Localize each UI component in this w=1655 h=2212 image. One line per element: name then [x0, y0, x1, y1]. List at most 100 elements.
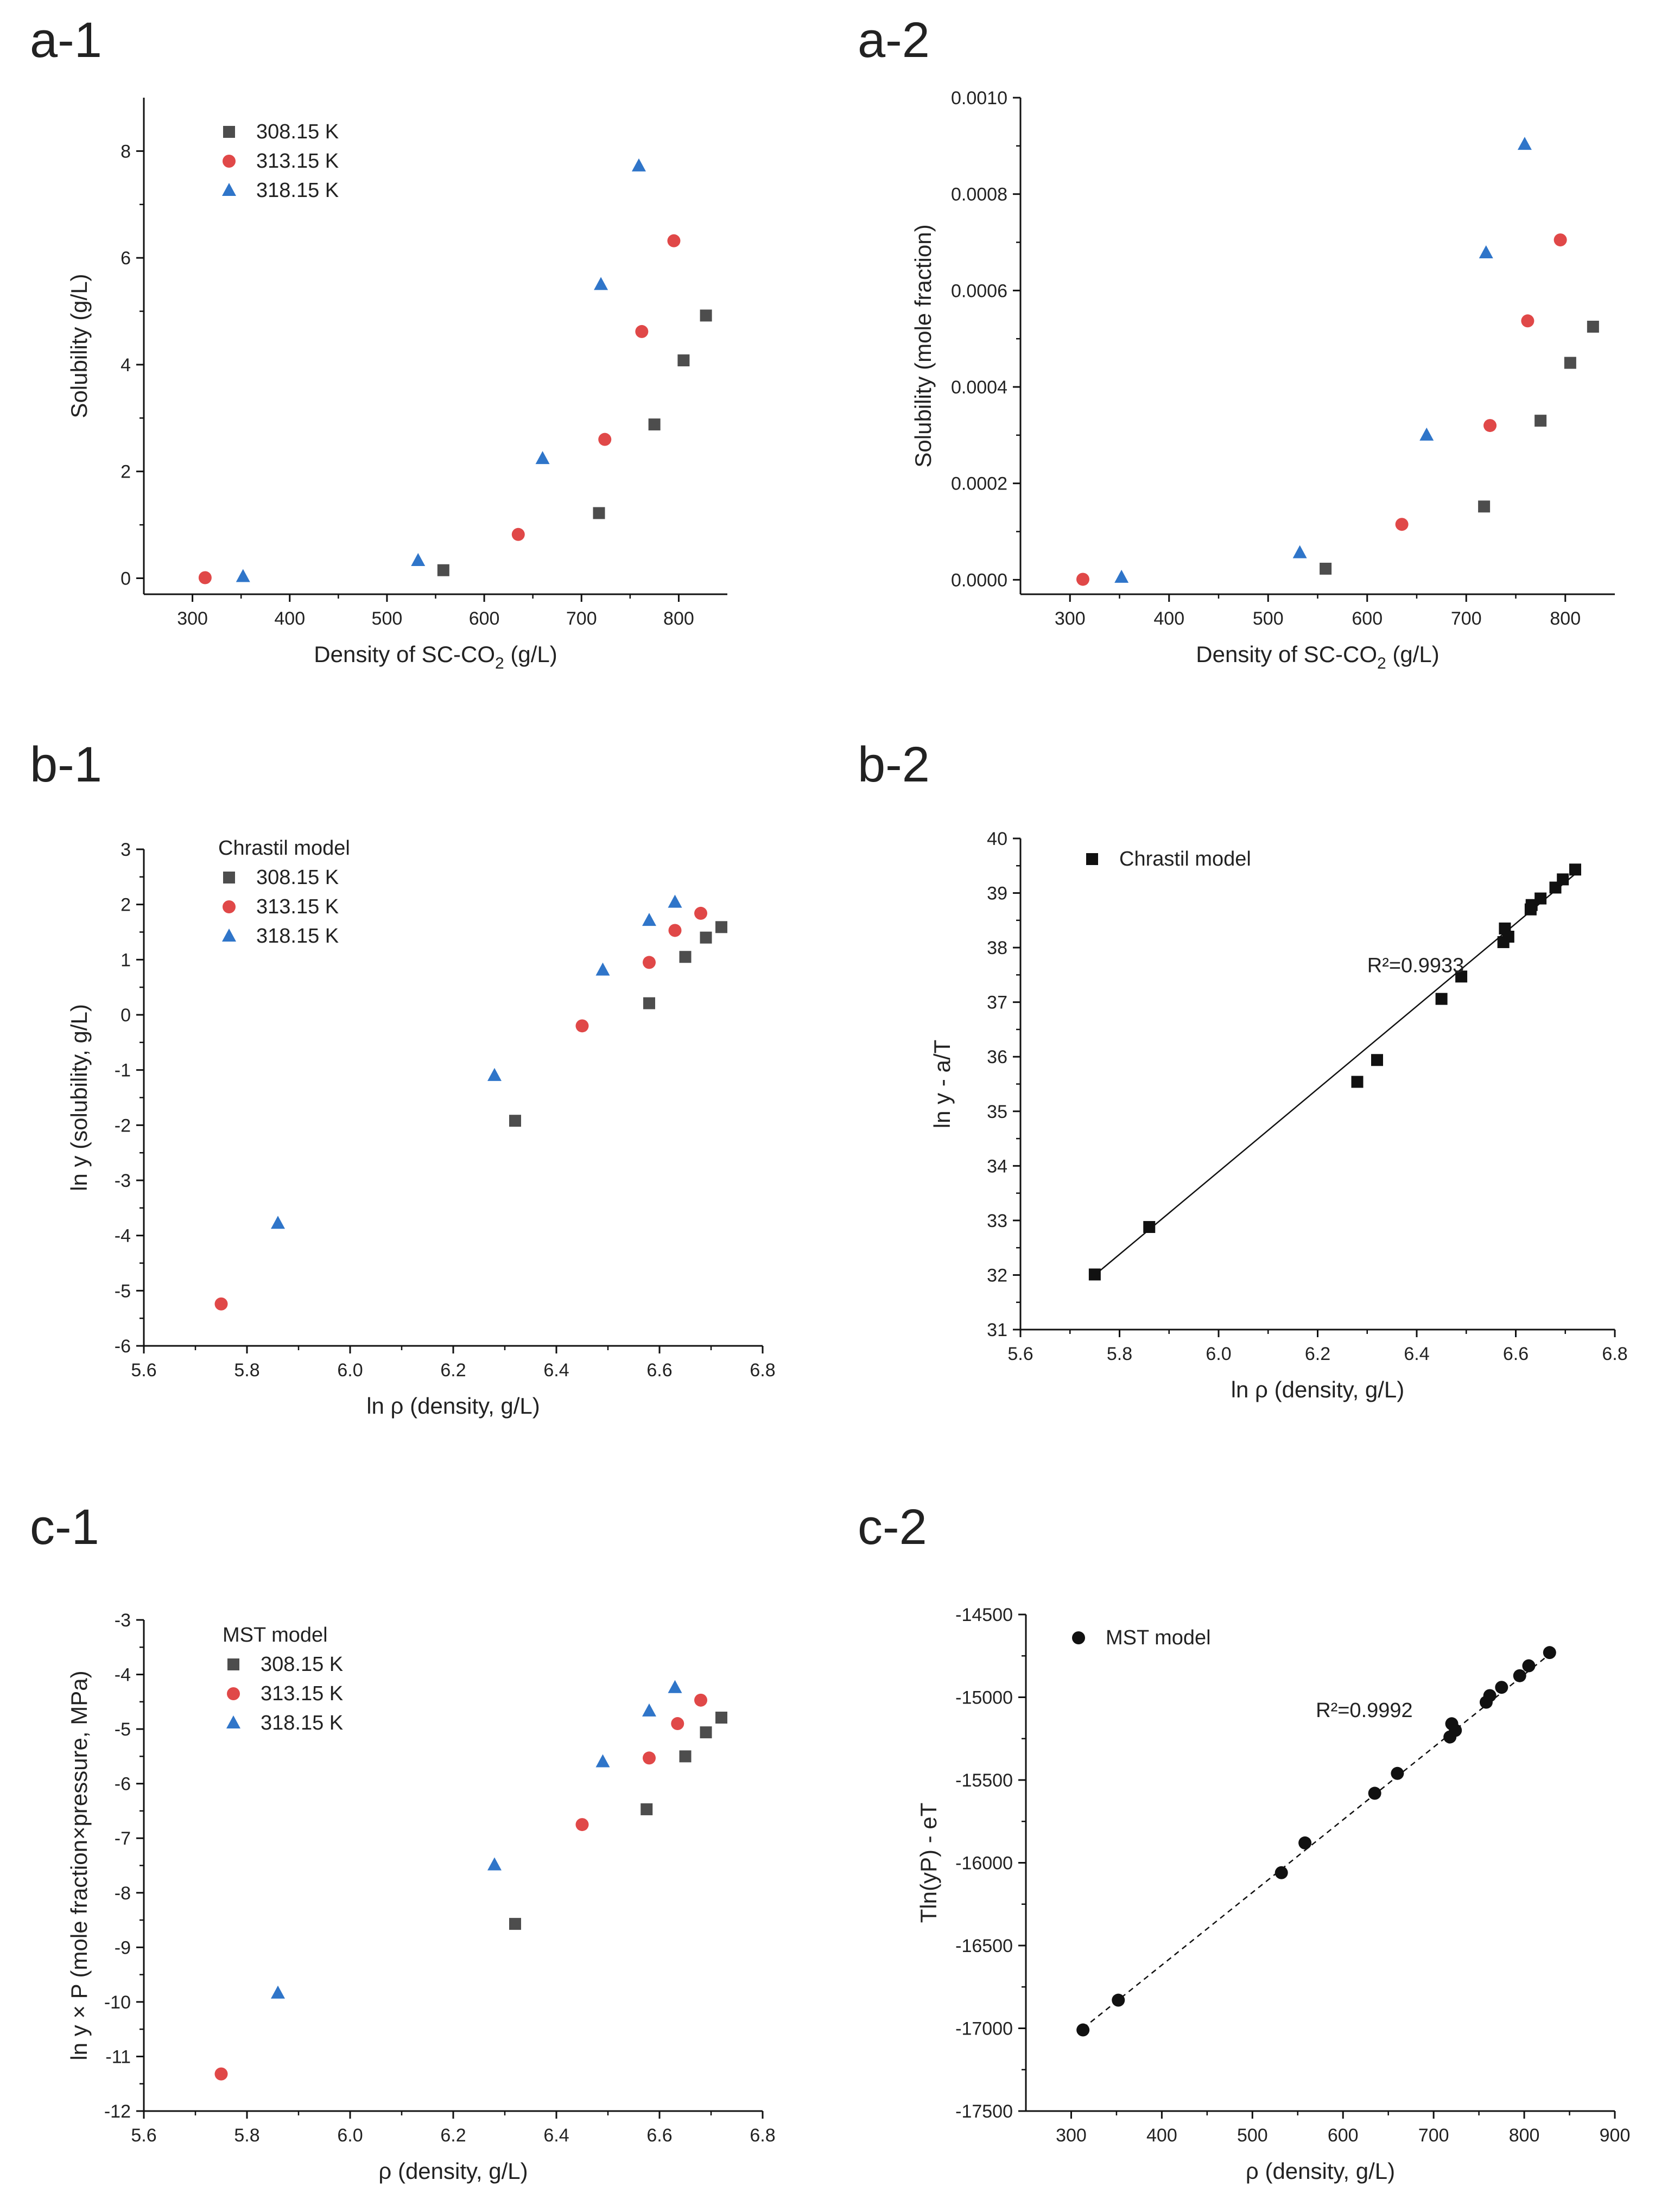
series-313-15-k [214, 1693, 707, 2081]
data-point [1502, 931, 1514, 943]
x-tick-label: 300 [1055, 608, 1086, 629]
x-tick-label: 5.8 [234, 1360, 259, 1381]
x-tick-label: 6.2 [440, 2125, 466, 2146]
y-tick-label: -9 [115, 1937, 131, 1958]
legend-marker [226, 1715, 240, 1728]
y-tick-label: -8 [115, 1883, 131, 1904]
x-tick-label: 6.8 [1602, 1344, 1627, 1364]
data-point [411, 553, 426, 567]
data-point [643, 956, 656, 969]
y-tick-label: 8 [121, 141, 131, 162]
x-tick-label: 6.2 [440, 1360, 466, 1381]
y-axis-title: Solubility (g/L) [66, 274, 92, 418]
series-308-15-k [509, 1711, 727, 1930]
data-point [1143, 1221, 1156, 1233]
y-tick-label: 40 [987, 829, 1007, 849]
chart-c2: c-2 300 400 500 600 700 800 900 -17500 -17000 -165… [858, 1499, 1630, 2184]
y-tick-label: -16500 [955, 1936, 1013, 1956]
data-point [198, 571, 212, 584]
legend-label: 308.15 K [256, 866, 339, 889]
legend-label: 308.15 K [256, 120, 339, 143]
y-tick-label: -10 [104, 1992, 131, 2013]
data-point [1569, 863, 1581, 876]
x-axis-title: ln ρ (density, g/L) [1231, 1377, 1405, 1402]
data-point [1088, 1268, 1101, 1281]
y-tick-label: 35 [987, 1102, 1007, 1122]
data-point [700, 931, 712, 944]
series-chrastil-model [1088, 863, 1581, 1281]
data-point [1391, 1766, 1404, 1780]
y-axis-title: ln y × P (mole fraction×pressure, MPa) [66, 1670, 92, 2060]
y-tick-label: -4 [115, 1665, 131, 1686]
y-tick-label: 38 [987, 938, 1007, 958]
chart-a1: a-1 300 400 500 600 700 800 0 2 4 6 8 Density of SC-… [30, 12, 727, 672]
data-point [595, 1754, 610, 1768]
y-tick-label: -14500 [955, 1605, 1013, 1625]
x-tick-label: 6.0 [337, 2125, 363, 2146]
legend: MST model 308.15 K 313.15 K 318.15 K [223, 1624, 343, 1734]
data-point [511, 527, 525, 541]
data-point [700, 309, 712, 322]
legend-label: 313.15 K [256, 150, 339, 173]
fit-line [1082, 1654, 1550, 2029]
y-tick-label: -11 [105, 2046, 131, 2067]
data-point [214, 1297, 228, 1311]
fit-line [1094, 873, 1576, 1276]
data-point [437, 564, 449, 576]
y-tick-label: 31 [987, 1320, 1007, 1340]
data-point [648, 418, 661, 431]
r-squared-annotation: R²=0.9992 [1316, 1699, 1413, 1722]
y-tick-label: -5 [115, 1281, 131, 1301]
series-313-15-k [1076, 233, 1567, 586]
x-axis-title: ln ρ (density, g/L) [366, 1393, 540, 1419]
y-tick-label: 4 [121, 355, 131, 376]
y-tick-label: 0 [121, 1005, 131, 1026]
y-tick-label: -5 [115, 1719, 131, 1740]
x-tick-label: 900 [1600, 2125, 1631, 2146]
data-point [1543, 1646, 1556, 1660]
x-tick-label: 800 [1509, 2125, 1540, 2146]
data-point [1351, 1076, 1364, 1088]
data-point [679, 1750, 692, 1763]
x-tick-label: 500 [372, 608, 403, 629]
chart-b2: b-2 5.6 5.8 6.0 6.2 6.4 6.6 6.8 31 32 33 34 35 36 37 38… [858, 737, 1628, 1402]
panel-label: a-1 [30, 12, 102, 68]
x-tick-label: 5.6 [131, 2125, 156, 2146]
legend-label: MST model [1106, 1626, 1211, 1649]
x-tick-label: 600 [1328, 2125, 1359, 2146]
data-point [1587, 320, 1599, 333]
x-tick-label: 5.6 [131, 1360, 156, 1381]
data-point [642, 913, 656, 926]
series-318-15-k [236, 158, 646, 582]
x-tick-label: 5.6 [1007, 1344, 1033, 1364]
y-tick-label: 0.0000 [951, 570, 1007, 590]
data-point [641, 1803, 653, 1815]
x-tick-label: 400 [1153, 608, 1184, 629]
data-point [1292, 545, 1307, 558]
y-tick-label: -1 [115, 1060, 131, 1081]
legend-marker [1072, 1631, 1085, 1644]
data-point [668, 924, 682, 937]
y-tick-label: 0.0002 [951, 474, 1007, 494]
data-point [1435, 993, 1448, 1005]
panel-label: b-2 [858, 737, 930, 792]
panel-label: b-1 [30, 737, 102, 792]
data-point [668, 894, 682, 908]
data-point [509, 1115, 521, 1127]
data-point [1521, 314, 1534, 328]
y-tick-label: -12 [104, 2101, 131, 2122]
legend-title: Chrastil model [218, 837, 350, 860]
data-point [635, 325, 649, 338]
y-tick-label: 0.0006 [951, 281, 1007, 301]
data-point [575, 1818, 589, 1832]
data-point [694, 1693, 707, 1707]
y-axis-title: Solubility (mole fraction) [910, 224, 936, 467]
data-point [575, 1019, 589, 1033]
x-tick-label: 6.0 [337, 1360, 363, 1381]
x-tick-label: 6.4 [1404, 1344, 1429, 1364]
y-tick-label: 0 [121, 568, 131, 589]
panel-label: a-2 [858, 12, 930, 68]
x-tick-label: 600 [1352, 608, 1383, 629]
data-point [1534, 415, 1547, 427]
y-tick-label: 3 [121, 840, 131, 860]
